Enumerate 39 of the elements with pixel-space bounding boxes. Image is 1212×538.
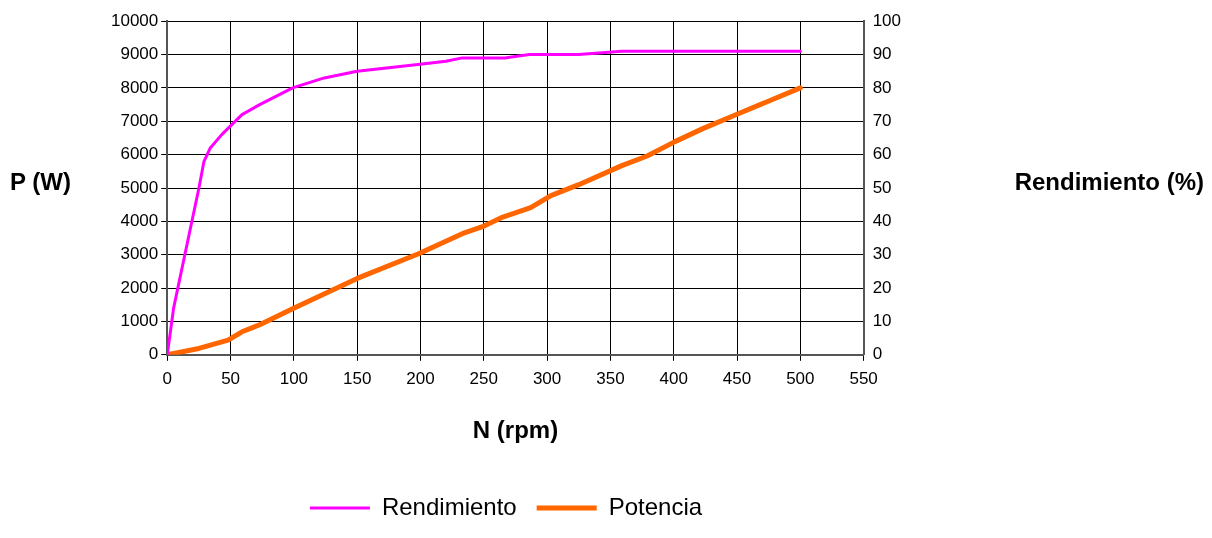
x-tick-label: 300	[532, 368, 562, 388]
y-tick-label: 7000	[120, 110, 159, 130]
x-tick-label: 50	[221, 368, 241, 388]
legend-label: Rendimiento	[381, 492, 517, 520]
y2-tick-label: 20	[872, 277, 892, 297]
y-tick-label: 6000	[120, 144, 159, 164]
y-tick-label: 2000	[120, 277, 159, 297]
y2-tick-label: 50	[872, 177, 892, 197]
x-tick-label: 150	[343, 368, 372, 388]
y-tick-label: 3000	[120, 244, 159, 264]
y-tick-label: 4000	[120, 211, 159, 231]
x-tick-label: 0	[162, 368, 173, 388]
y2-tick-label: 100	[872, 10, 902, 30]
y2-tick-label: 10	[872, 311, 892, 331]
y-tick-label: 5000	[120, 177, 159, 197]
x-axis-title: N (rpm)	[472, 416, 559, 444]
y-tick-label: 10000	[110, 10, 159, 30]
y-axis-title: P (W)	[10, 168, 71, 196]
y2-axis-title: Rendimiento (%)	[1014, 168, 1204, 196]
x-tick-label: 500	[786, 368, 815, 388]
x-tick-label: 100	[279, 368, 309, 388]
y2-tick-label: 90	[872, 44, 892, 64]
x-tick-label: 200	[406, 368, 435, 388]
y2-tick-label: 0	[872, 344, 883, 364]
y2-tick-label: 40	[872, 211, 892, 231]
x-tick-label: 450	[722, 368, 752, 388]
x-tick-label: 350	[596, 368, 625, 388]
legend-label: Potencia	[608, 492, 703, 520]
x-tick-label: 550	[849, 368, 878, 388]
y-tick-label: 9000	[120, 44, 159, 64]
x-tick-label: 400	[659, 368, 688, 388]
y2-tick-label: 30	[872, 244, 892, 264]
y2-tick-label: 60	[872, 144, 892, 164]
y-tick-label: 0	[148, 344, 159, 364]
y2-tick-label: 80	[872, 77, 892, 97]
y-tick-label: 1000	[120, 311, 159, 331]
y2-tick-label: 70	[872, 110, 892, 130]
x-tick-label: 250	[469, 368, 498, 388]
y-tick-label: 8000	[120, 77, 159, 97]
